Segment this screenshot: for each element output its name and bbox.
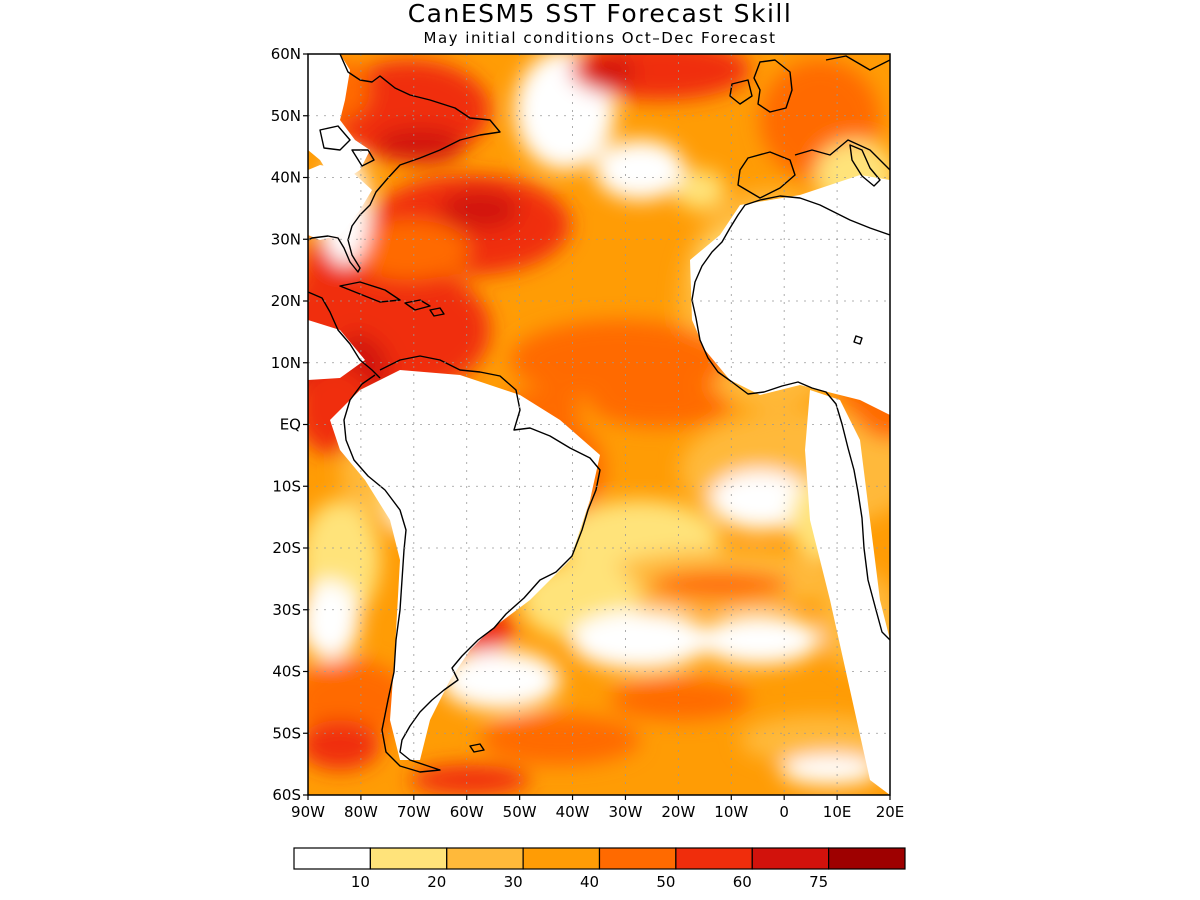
lat-tick-label: 50N <box>271 107 301 125</box>
colorbar-bin <box>598 847 677 870</box>
lon-tick-label: 60W <box>450 803 484 821</box>
colorbar-bin <box>828 847 906 870</box>
lat-tick-label: 60S <box>272 786 301 804</box>
chart-title: CanESM5 SST Forecast Skill <box>407 0 793 28</box>
colorbar: 10 20 30 40 50 60 75 <box>293 847 906 891</box>
lat-tick-label: 30N <box>271 230 301 248</box>
lon-tick-label: 70W <box>397 803 431 821</box>
chart-subtitle: May initial conditions Oct–Dec Forecast <box>423 29 777 47</box>
lon-tick-label: 90W <box>291 803 325 821</box>
colorbar-bin <box>675 847 753 870</box>
lat-tick-label: 40N <box>271 169 301 187</box>
colorbar-label: 60 <box>733 873 752 891</box>
colorbar-label: 20 <box>427 873 446 891</box>
lat-tick-label: 30S <box>272 601 301 619</box>
lat-tick-label: EQ <box>280 416 301 434</box>
lon-tick-label: 20E <box>876 803 905 821</box>
lat-tick-label: 40S <box>272 663 301 681</box>
lon-tick-label: 40W <box>556 803 590 821</box>
lon-tick-label: 20W <box>661 803 695 821</box>
colorbar-label: 40 <box>580 873 599 891</box>
lon-tick-label: 10W <box>714 803 748 821</box>
lat-tick-label: 50S <box>272 724 301 742</box>
colorbar-bin <box>751 847 830 870</box>
colorbar-bin <box>446 847 524 870</box>
skill-field <box>308 54 890 795</box>
colorbar-label: 30 <box>504 873 523 891</box>
lat-tick-label: 20N <box>271 292 301 310</box>
colorbar-label: 75 <box>809 873 828 891</box>
lon-tick-label: 30W <box>608 803 642 821</box>
grid <box>308 54 890 795</box>
lon-tick-label: 10E <box>823 803 852 821</box>
colorbar-bin <box>522 847 601 870</box>
colorbar-bin <box>369 847 448 870</box>
lon-tick-label: 80W <box>344 803 378 821</box>
lat-tick-label: 10S <box>272 477 301 495</box>
lon-tick-label: 0 <box>779 803 789 821</box>
lat-tick-label: 10N <box>271 354 301 372</box>
longitude-axis: 90W 80W 70W 60W 50W 40W 30W 20W 10W 0 10E 20E <box>291 795 904 821</box>
lat-tick-label: 60N <box>271 45 301 63</box>
colorbar-bin <box>293 847 371 870</box>
latitude-axis: 60N 50N 40N 30N 20N 10N EQ 10S 20S 30S 40S 50S 60S <box>271 45 308 804</box>
lat-tick-label: 20S <box>272 539 301 557</box>
coastlines <box>307 53 891 773</box>
colorbar-label: 50 <box>656 873 675 891</box>
colorbar-label: 10 <box>351 873 370 891</box>
lon-tick-label: 50W <box>503 803 537 821</box>
